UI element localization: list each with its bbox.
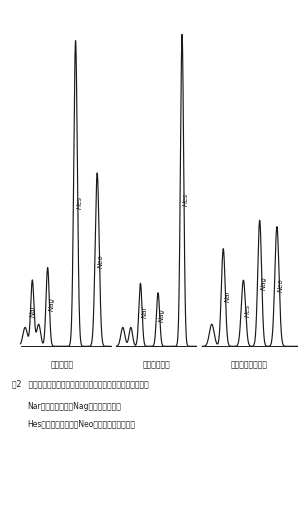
Text: 川野なつだいだい: 川野なつだいだい [231, 361, 268, 369]
Text: Nag: Nag [261, 276, 267, 289]
Text: 福原オレンジ: 福原オレンジ [143, 361, 170, 369]
Text: Nag: Nag [49, 297, 55, 311]
Text: 図2   キメラ候補葉中のフラバノングリコシドのクロマトグラム: 図2 キメラ候補葉中のフラバノングリコシドのクロマトグラム [12, 379, 149, 388]
Text: Hes: Hes [77, 196, 83, 209]
Text: キメラ候補: キメラ候補 [51, 361, 74, 369]
Text: Neo: Neo [98, 254, 104, 268]
Text: Nar: Nar [225, 290, 231, 302]
Text: Nar：ナリルチン，Nag：ナリンギン，: Nar：ナリルチン，Nag：ナリンギン， [27, 402, 121, 411]
Text: Hes：ヘスペリジン，Neo：ネオヘスペリジン: Hes：ヘスペリジン，Neo：ネオヘスペリジン [27, 419, 135, 428]
Text: Nar: Nar [30, 304, 36, 316]
Text: Hes: Hes [244, 303, 250, 316]
Text: Hes: Hes [183, 193, 189, 206]
Text: Nag: Nag [159, 308, 165, 322]
Text: Neo: Neo [278, 279, 284, 293]
Text: Nar: Nar [141, 305, 147, 318]
